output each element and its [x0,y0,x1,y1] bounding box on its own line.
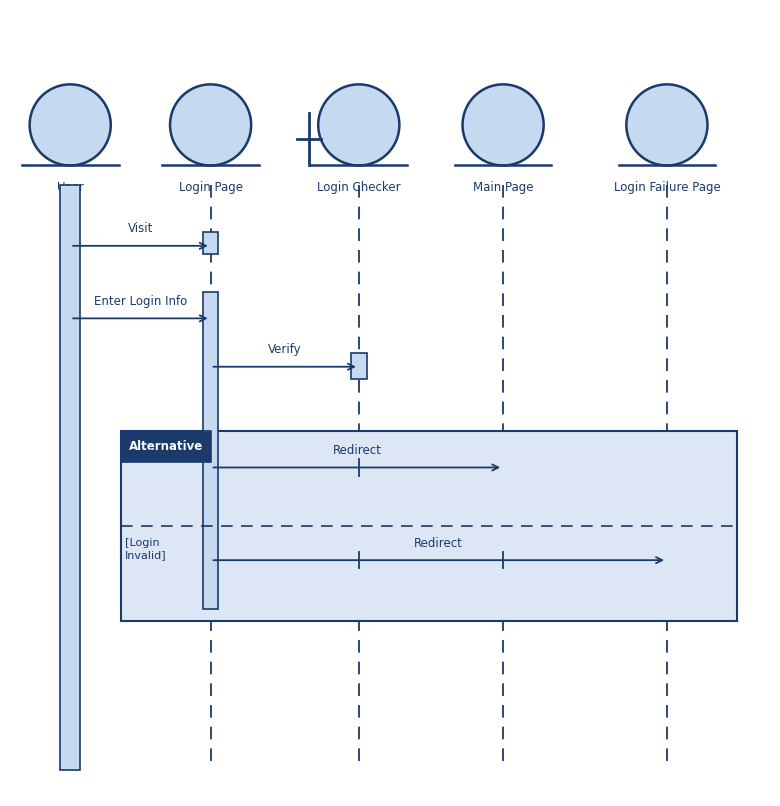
Text: Login Failure Page: Login Failure Page [614,181,720,194]
Bar [203,232,218,254]
Text: Alternative: Alternative [129,440,203,453]
Text: Enter Login Info: Enter Login Info [94,295,187,308]
Bar [203,292,218,609]
Ellipse shape [626,85,707,165]
Text: Login Page: Login Page [179,181,243,194]
Text: Verify: Verify [268,343,302,356]
Text: Login Checker: Login Checker [317,181,401,194]
Bar [351,353,367,379]
Text: [Login
Invalid]: [Login Invalid] [125,538,166,560]
Ellipse shape [463,85,544,165]
Text: Redirect: Redirect [414,537,463,550]
Bar [61,185,80,770]
Text: [Login Valid]: [Login Valid] [125,449,194,459]
Text: Main Page: Main Page [473,181,534,194]
Bar [121,431,211,462]
Ellipse shape [318,85,399,165]
Ellipse shape [30,85,111,165]
Text: User: User [57,181,83,194]
Text: Visit: Visit [128,222,153,235]
Ellipse shape [170,85,251,165]
Bar [121,431,737,621]
Text: Redirect: Redirect [332,444,381,457]
